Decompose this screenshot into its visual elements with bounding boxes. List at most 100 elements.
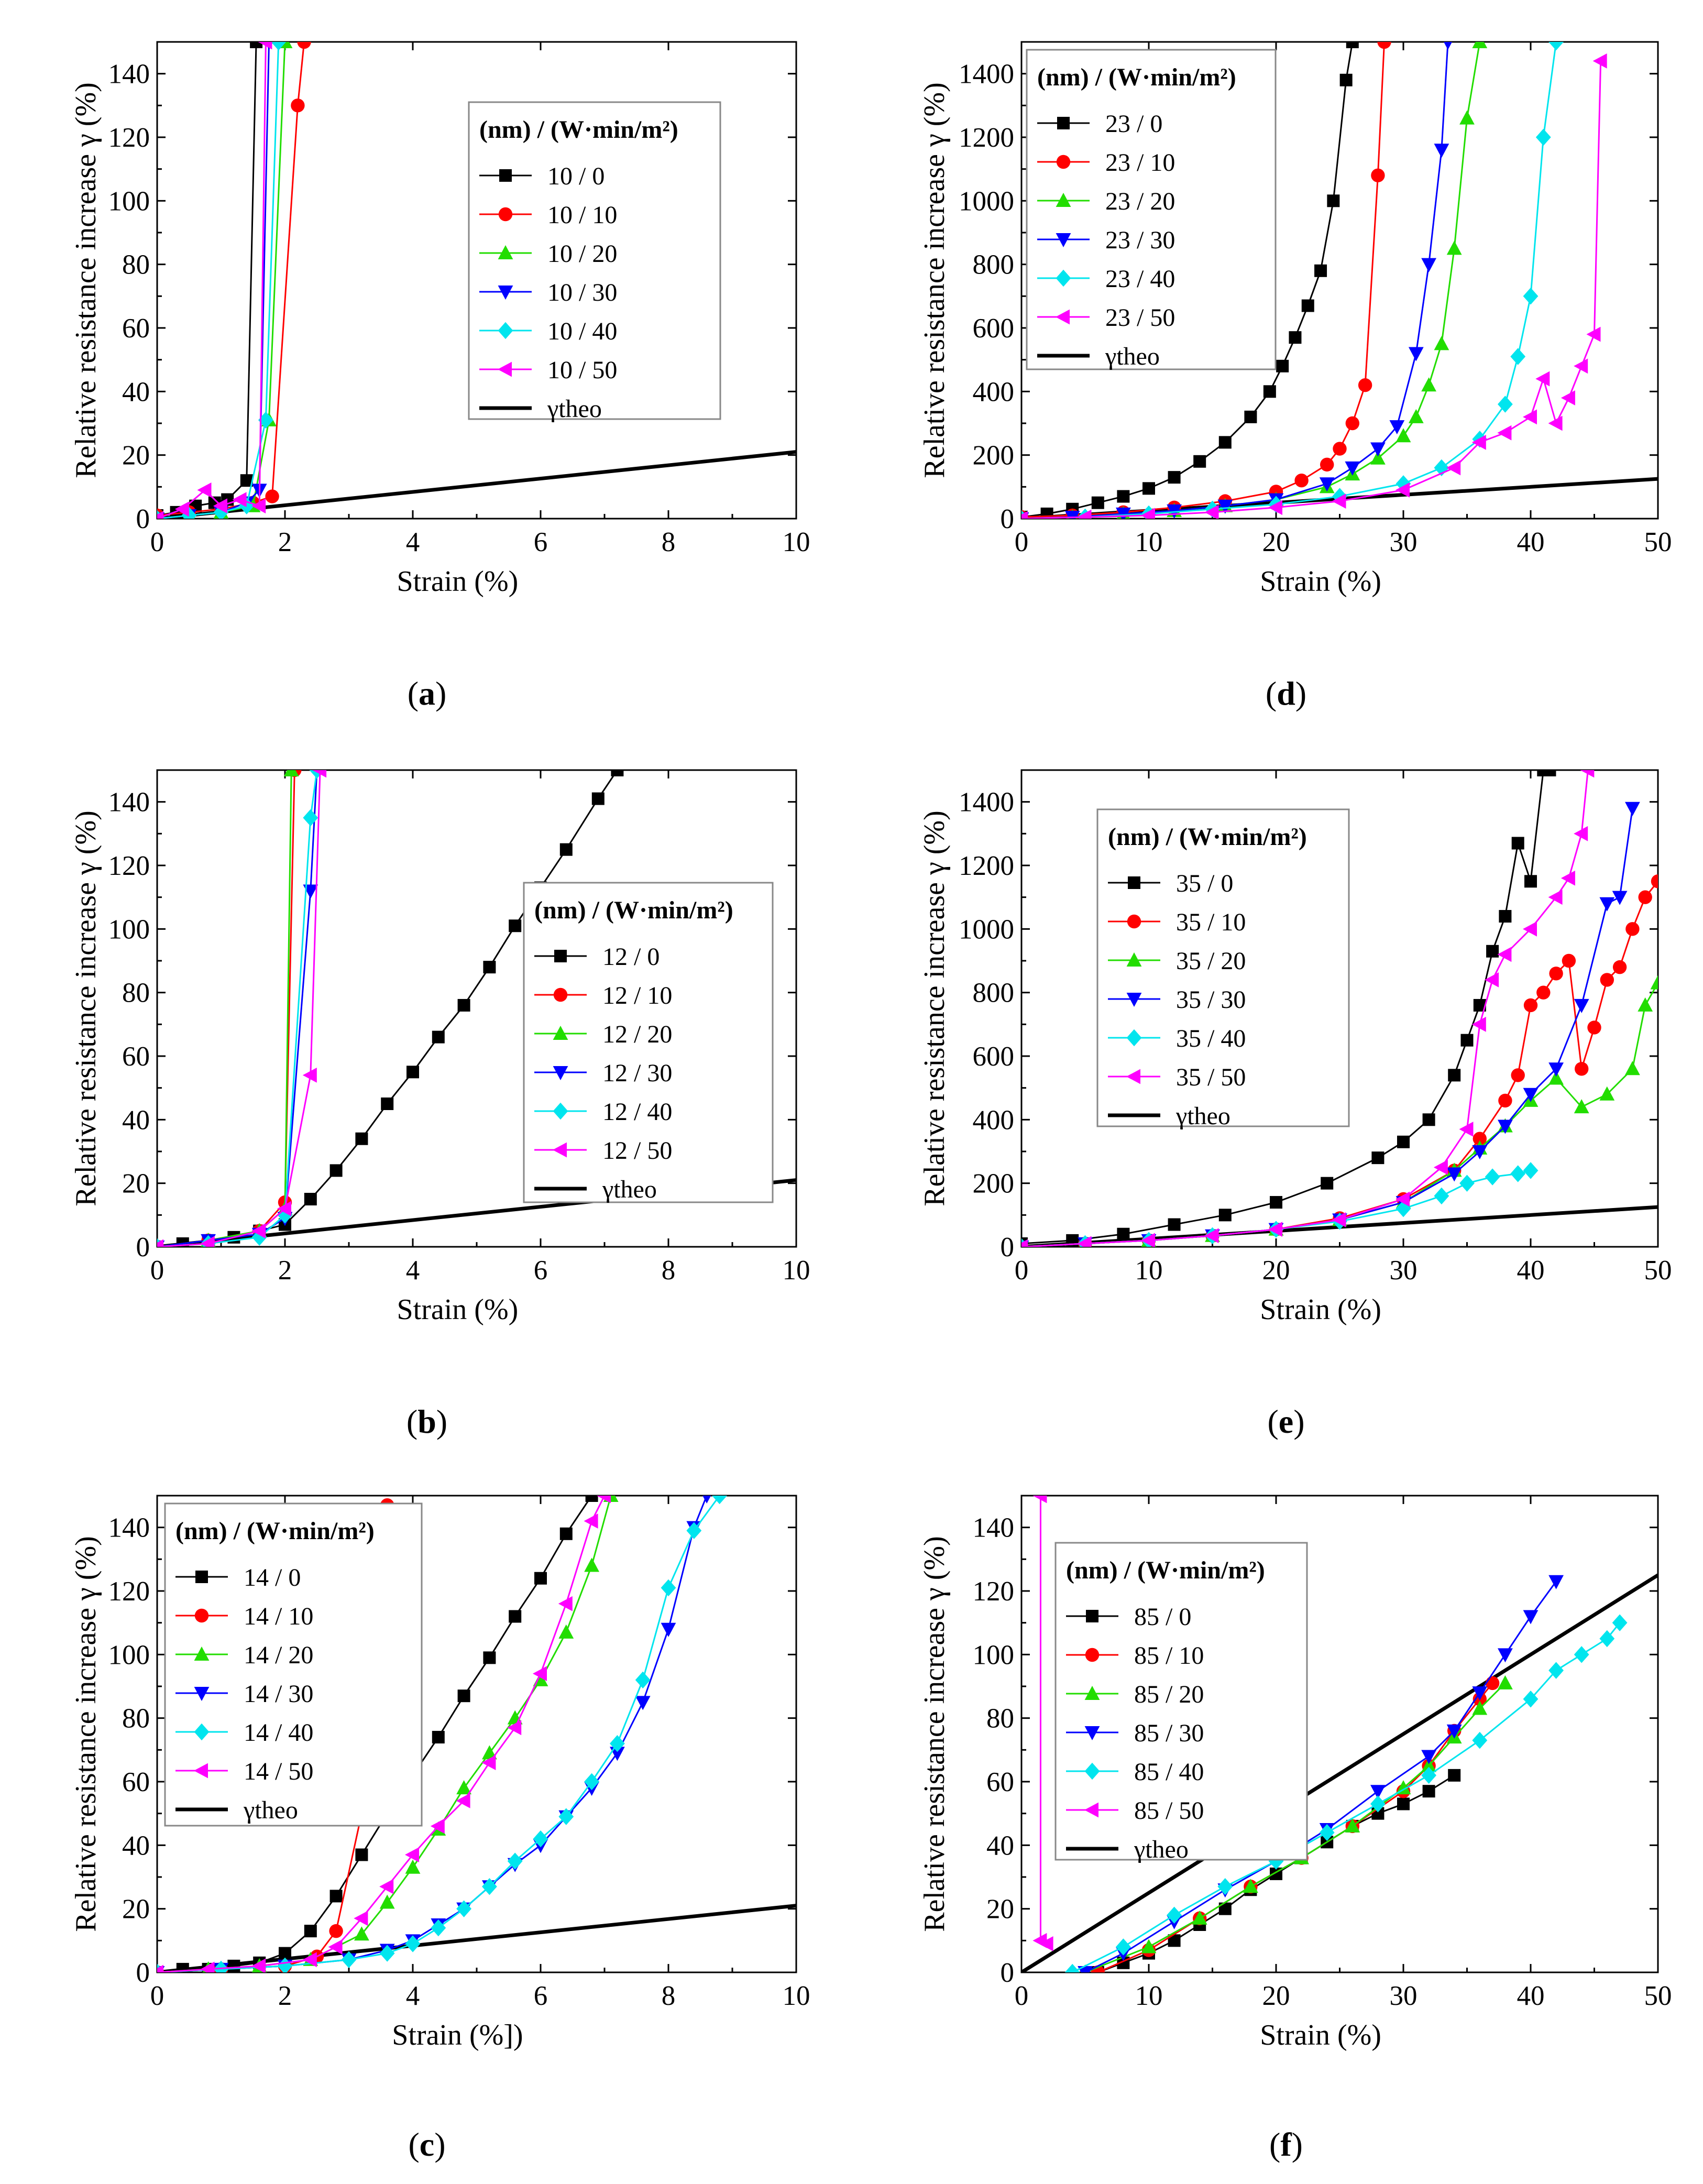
legend: (nm) / (W·min/m²) 10 / 0 10 / 10 10 / 20 10 … xyxy=(468,101,721,423)
data-point xyxy=(1548,890,1563,905)
legend: (nm) / (W·min/m²) 14 / 0 14 / 10 14 / 20 14 … xyxy=(164,1502,423,1827)
data-point xyxy=(1574,1646,1589,1663)
x-tick-label: 4 xyxy=(406,1981,420,2011)
legend-marker xyxy=(1084,1802,1098,1818)
data-point xyxy=(200,1961,215,1972)
series-1050 xyxy=(157,42,272,519)
data-point xyxy=(558,1624,574,1639)
legend-entry: 10 / 50 xyxy=(547,356,617,384)
data-point xyxy=(1599,1630,1615,1648)
data-point xyxy=(302,1952,317,1968)
y-tick-label: 140 xyxy=(108,1513,150,1543)
y-axis-title: Relative resistance increase γ (%) xyxy=(70,82,102,478)
legend-entry: 23 / 30 xyxy=(1105,226,1175,254)
y-tick-label: 0 xyxy=(136,1958,150,1988)
legend-marker xyxy=(1056,309,1070,325)
data-point xyxy=(157,1964,163,1972)
y-tick-label: 100 xyxy=(108,1640,150,1670)
data-point xyxy=(1650,975,1658,990)
data-point xyxy=(406,1066,419,1079)
data-point xyxy=(1574,358,1588,374)
y-tick-label: 0 xyxy=(1001,504,1015,534)
legend-entry: 85 / 20 xyxy=(1134,1681,1204,1708)
data-point xyxy=(702,1496,711,1503)
data-point xyxy=(1434,459,1449,477)
data-point xyxy=(507,1852,523,1870)
data-point xyxy=(1421,1758,1436,1772)
data-point xyxy=(355,1848,368,1861)
series-line xyxy=(1021,42,1449,519)
y-tick-label: 0 xyxy=(136,504,150,534)
y-tick-label: 120 xyxy=(973,1576,1015,1607)
data-point xyxy=(277,1957,293,1972)
legend-title: (nm) / (W·min/m²) xyxy=(175,1517,375,1545)
data-point xyxy=(1625,922,1640,936)
data-point xyxy=(1421,1750,1436,1764)
data-point xyxy=(379,1879,394,1894)
data-point xyxy=(1523,921,1537,937)
data-point xyxy=(1472,1686,1488,1701)
data-point xyxy=(1548,42,1564,51)
data-point xyxy=(1141,1939,1157,1953)
plot-area xyxy=(157,42,796,519)
y-tick-label: 100 xyxy=(973,1640,1015,1670)
data-point xyxy=(1561,870,1575,886)
x-tick-label: 50 xyxy=(1644,527,1672,557)
y-tick-label: 120 xyxy=(108,123,150,153)
data-point xyxy=(1204,504,1219,519)
data-point xyxy=(329,1924,343,1938)
legend-marker xyxy=(1056,269,1071,287)
data-point xyxy=(328,1939,343,1955)
data-point xyxy=(302,1068,317,1083)
legend-entry: 23 / 40 xyxy=(1105,265,1175,293)
series-line xyxy=(157,770,295,1247)
data-point xyxy=(1032,1496,1047,1503)
data-point xyxy=(271,42,287,51)
data-point xyxy=(1218,1209,1232,1222)
x-tick-label: 20 xyxy=(1262,1255,1290,1286)
series-line xyxy=(157,1496,720,1972)
data-point xyxy=(304,1925,317,1938)
y-tick-label: 20 xyxy=(122,441,150,471)
x-tick-label: 10 xyxy=(1135,1255,1163,1286)
series-1210 xyxy=(157,770,302,1247)
data-point xyxy=(1408,347,1424,361)
legend-theory-label: γtheo xyxy=(1134,1836,1189,1863)
legend-title: (nm) / (W·min/m²) xyxy=(1037,63,1236,91)
legend-marker xyxy=(553,1102,568,1120)
data-point xyxy=(1543,770,1556,776)
x-axis-title: Strain (%) xyxy=(1260,2019,1381,2051)
legend-theory-label: γtheo xyxy=(602,1176,657,1203)
legend-entry: 14 / 20 xyxy=(244,1641,313,1669)
data-point xyxy=(1446,460,1461,476)
x-tick-label: 2 xyxy=(278,1255,292,1286)
data-point xyxy=(250,42,263,48)
data-point xyxy=(1511,1068,1525,1082)
data-point xyxy=(1535,128,1551,146)
y-tick-label: 0 xyxy=(1001,1232,1015,1263)
data-point xyxy=(1301,299,1314,312)
data-point xyxy=(1448,1069,1461,1082)
data-point xyxy=(1168,1218,1181,1231)
data-point xyxy=(1370,1795,1386,1813)
y-tick-label: 60 xyxy=(122,1041,150,1072)
legend-marker xyxy=(194,1608,209,1623)
panel-label: (a) xyxy=(408,675,447,712)
legend-entry: 85 / 10 xyxy=(1134,1642,1204,1670)
data-point xyxy=(1523,409,1537,425)
data-point xyxy=(457,1689,470,1703)
data-point xyxy=(507,1720,522,1736)
legend-entry: 35 / 50 xyxy=(1176,1063,1246,1091)
data-point xyxy=(1485,1168,1500,1186)
data-point xyxy=(197,482,212,498)
data-point xyxy=(279,1947,291,1960)
data-point xyxy=(297,42,311,49)
x-tick-label: 2 xyxy=(278,527,292,557)
data-point xyxy=(1562,953,1576,968)
y-tick-label: 40 xyxy=(986,1830,1014,1861)
x-tick-label: 30 xyxy=(1390,1981,1418,2011)
data-point xyxy=(1217,499,1233,514)
legend-marker xyxy=(1126,1029,1142,1047)
x-tick-label: 50 xyxy=(1644,1981,1672,2011)
